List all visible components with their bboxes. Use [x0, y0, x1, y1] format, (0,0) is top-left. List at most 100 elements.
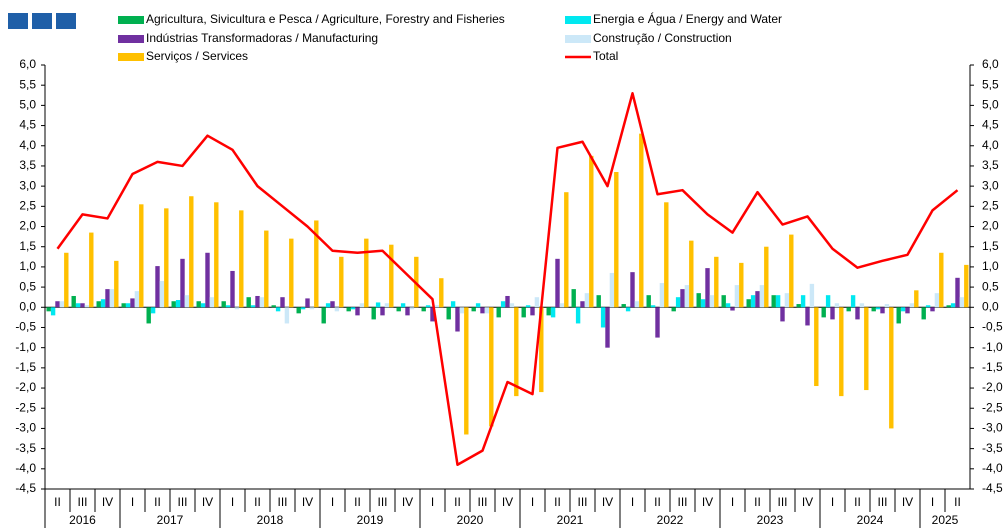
- bar: [809, 283, 815, 308]
- year-label: 2021: [557, 513, 584, 527]
- bar: [775, 295, 781, 308]
- bar: [609, 272, 615, 308]
- bar: [189, 196, 194, 308]
- bar: [134, 291, 140, 308]
- y2-tick-label: -0,5: [982, 320, 1003, 334]
- bar: [780, 307, 785, 322]
- x-tick-label: IV: [902, 495, 913, 509]
- bar: [225, 305, 231, 308]
- bar: [246, 297, 251, 308]
- bar: [64, 252, 69, 308]
- y-tick-label: 3,5: [19, 158, 36, 172]
- bar: [255, 295, 260, 308]
- bar: [900, 307, 906, 312]
- bar: [639, 133, 644, 308]
- bar: [421, 307, 426, 312]
- bar: [789, 234, 794, 308]
- y2-tick-label: -4,5: [982, 481, 1003, 495]
- bar: [771, 295, 776, 308]
- bar: [950, 303, 956, 308]
- bar: [646, 295, 651, 308]
- x-tick-label: II: [954, 495, 961, 509]
- x-tick-label: I: [731, 495, 734, 509]
- bar: [730, 307, 735, 311]
- bar: [200, 303, 206, 308]
- y2-tick-label: 5,0: [982, 98, 999, 112]
- y2-tick-label: 2,5: [982, 199, 999, 213]
- bar: [884, 304, 890, 308]
- y-tick-label: 0,5: [19, 279, 36, 293]
- bar: [859, 303, 865, 308]
- year-label: 2022: [657, 513, 684, 527]
- bar: [905, 307, 910, 314]
- bar: [914, 290, 919, 308]
- total-line: [56, 92, 959, 467]
- bar: [364, 238, 369, 308]
- x-tick-label: II: [754, 495, 761, 509]
- bar: [334, 307, 340, 312]
- bar: [800, 295, 806, 308]
- bar: [489, 307, 494, 427]
- x-tick-label: IV: [702, 495, 713, 509]
- bar: [230, 270, 235, 308]
- bar: [105, 289, 110, 308]
- bar: [955, 277, 960, 308]
- bar: [346, 307, 351, 312]
- bar: [480, 307, 485, 314]
- bar: [396, 307, 401, 312]
- bar: [659, 283, 665, 308]
- year-label: 2020: [457, 513, 484, 527]
- bar: [305, 298, 310, 308]
- bar: [850, 295, 856, 308]
- legend-label: Serviços / Services: [146, 49, 248, 63]
- y2-tick-label: -1,5: [982, 360, 1003, 374]
- y-tick-label: -3,5: [15, 441, 36, 455]
- bar: [409, 307, 415, 310]
- bar: [546, 307, 551, 316]
- bar: [389, 244, 394, 308]
- y-tick-label: -1,5: [15, 360, 36, 374]
- bar: [539, 307, 544, 393]
- bar: [534, 297, 540, 308]
- bar: [350, 307, 356, 310]
- bar: [205, 252, 210, 308]
- year-label: 2017: [157, 513, 184, 527]
- bar: [650, 305, 656, 308]
- bar: [55, 301, 60, 308]
- bar: [284, 307, 290, 324]
- legend-label: Construção / Construction: [593, 31, 732, 45]
- bar: [964, 264, 969, 308]
- bar: [309, 307, 315, 310]
- bar: [234, 307, 240, 310]
- bar: [530, 307, 535, 316]
- bar: [300, 307, 306, 310]
- x-tick-label: II: [654, 495, 661, 509]
- y2-tick-label: -2,5: [982, 400, 1003, 414]
- bar: [746, 299, 751, 308]
- bar: [150, 307, 156, 314]
- x-tick-label: II: [354, 495, 361, 509]
- y-tick-label: 5,0: [19, 98, 36, 112]
- bar: [84, 305, 90, 308]
- bar: [709, 295, 715, 308]
- bar: [314, 220, 319, 308]
- bar: [130, 298, 135, 308]
- bar: [921, 307, 926, 320]
- bar: [430, 307, 435, 322]
- legend-swatch: [118, 16, 144, 24]
- x-tick-label: I: [531, 495, 534, 509]
- y-tick-label: -3,0: [15, 421, 36, 435]
- y2-tick-label: 3,5: [982, 158, 999, 172]
- bar: [721, 295, 726, 308]
- x-tick-label: I: [231, 495, 234, 509]
- bar: [439, 278, 444, 308]
- bar: [296, 307, 301, 314]
- legend-label: Energia e Água / Energy and Water: [593, 11, 782, 26]
- bar: [725, 303, 731, 308]
- x-tick-label: III: [377, 495, 387, 509]
- y2-tick-label: -2,0: [982, 380, 1003, 394]
- bar: [496, 307, 501, 318]
- bar: [521, 307, 526, 318]
